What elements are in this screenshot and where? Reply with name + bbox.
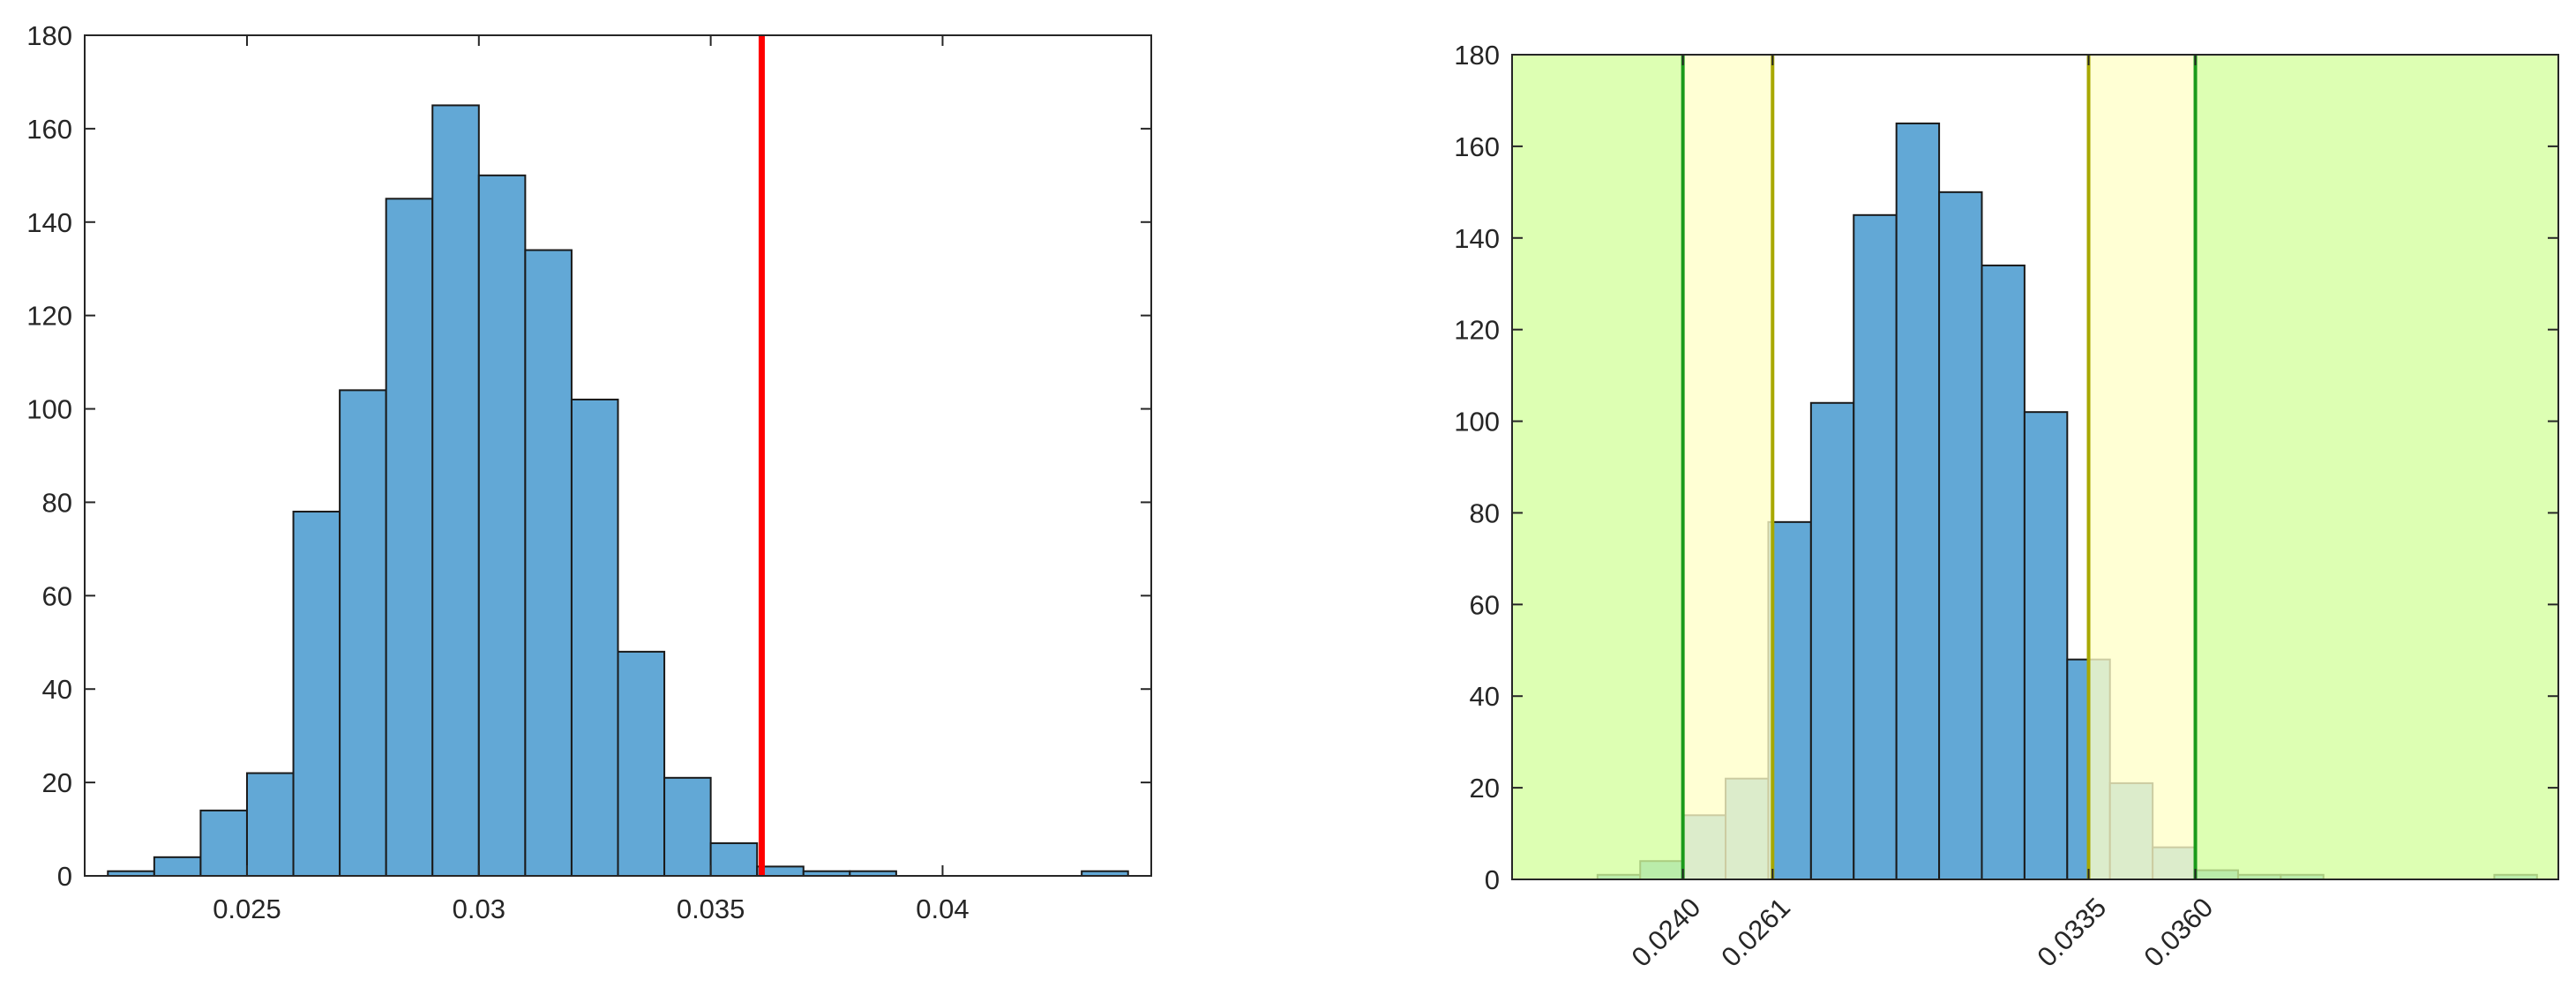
outer-region — [1512, 55, 1683, 879]
histogram-bar — [153, 856, 202, 877]
y-tick-label: 80 — [1470, 497, 1500, 528]
histogram-bar — [1853, 213, 1898, 881]
y-tick-label: 140 — [1454, 223, 1500, 254]
y-tick-label: 100 — [26, 394, 72, 425]
y-tick-label: 60 — [1470, 589, 1500, 620]
histogram-bar — [199, 809, 248, 878]
histogram-bar — [245, 772, 295, 877]
histogram-bar — [570, 398, 619, 877]
x-tick-label: 0.025 — [213, 894, 281, 924]
histogram-bar — [617, 650, 666, 877]
x-tick-label: 0.04 — [916, 894, 969, 924]
y-tick-label: 160 — [26, 114, 72, 145]
histogram-bar — [1767, 520, 1812, 880]
histogram-bar — [2023, 411, 2069, 880]
x-tick-label: 0.035 — [677, 894, 745, 924]
histogram-bar — [385, 198, 434, 878]
x-tick-label: 0.0240 — [1626, 892, 1707, 973]
axes-box — [84, 34, 1152, 877]
y-tick-label: 0 — [57, 861, 72, 892]
y-tick-label: 80 — [42, 487, 72, 518]
x-tick-label: 0.03 — [453, 894, 505, 924]
histogram-bar — [1981, 264, 2026, 880]
left-histogram-panel: 0 20 40 60 80 100 120 140 160 180 0.025 0.03 0.035 0.… — [26, 20, 1152, 924]
y-tick-label: 120 — [1454, 315, 1500, 346]
inner-region — [1682, 55, 1773, 879]
histogram-bar — [663, 776, 712, 877]
right-histogram-panel: 0 20 40 60 80 100 120 140 160 180 0.0240 0.0261 0.03… — [1454, 40, 2559, 973]
y-tick-label: 100 — [1454, 407, 1500, 437]
y-tick-label: 140 — [26, 207, 72, 238]
histogram-bar — [1809, 401, 1855, 880]
histogram-bar — [477, 174, 527, 878]
inner-region — [2088, 55, 2196, 879]
histogram-bar — [1895, 122, 1941, 880]
x-tick-label: 0.0335 — [2032, 892, 2113, 973]
x-tick-label: 0.0261 — [1715, 892, 1796, 973]
y-tick-label: 180 — [1454, 40, 1500, 71]
histogram-bar — [709, 841, 759, 878]
y-tick-label: 20 — [1470, 773, 1500, 804]
histogram-bar — [292, 511, 341, 877]
y-tick-label: 0 — [1485, 864, 1500, 895]
axes-box — [1511, 54, 2559, 880]
histogram-bar — [524, 249, 573, 877]
y-tick-label: 120 — [26, 301, 72, 332]
outer-region — [2195, 55, 2558, 879]
y-tick-label: 160 — [1454, 131, 1500, 162]
y-tick-label: 40 — [42, 674, 72, 705]
histogram-bar — [431, 104, 480, 877]
y-tick-label: 20 — [42, 767, 72, 798]
y-tick-label: 60 — [42, 580, 72, 611]
y-tick-label: 40 — [1470, 681, 1500, 712]
histogram-bar — [1938, 191, 1983, 881]
y-tick-label: 180 — [26, 20, 72, 51]
histogram-bar — [339, 389, 387, 877]
x-tick-label: 0.0360 — [2138, 892, 2220, 973]
